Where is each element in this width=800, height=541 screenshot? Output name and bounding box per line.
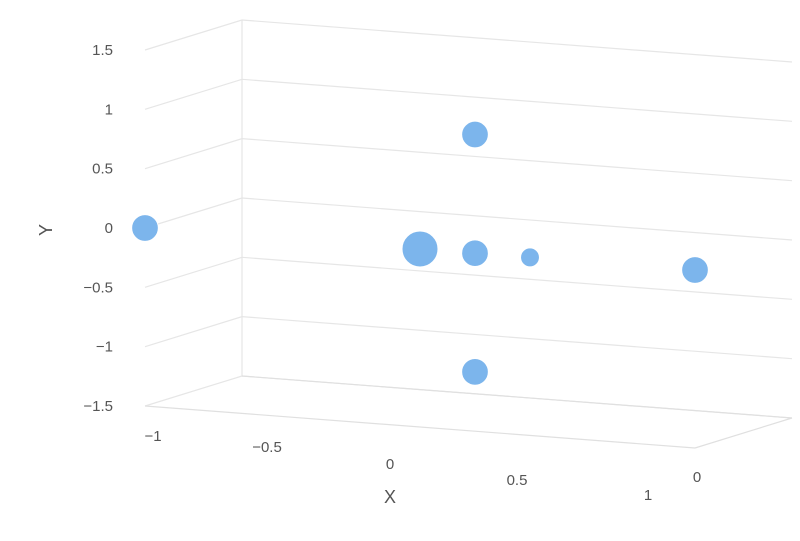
- bubble-point[interactable]: [131, 214, 159, 242]
- bubble-point[interactable]: [681, 256, 709, 284]
- y-tick-label: 0.5: [92, 161, 113, 178]
- x-axis-title: X: [384, 487, 396, 507]
- bubble-point[interactable]: [461, 239, 489, 268]
- z-tick-label: 0: [693, 469, 701, 486]
- x-tick-label: −1: [144, 428, 161, 445]
- bubble-point[interactable]: [401, 230, 439, 268]
- y-tick-label: 1.5: [92, 42, 113, 59]
- data-points: [131, 120, 709, 386]
- y-tick-label: −0.5: [83, 279, 113, 296]
- bubble-point[interactable]: [461, 358, 489, 386]
- x-tick-label: 1: [644, 487, 652, 504]
- y-tick-label: 1: [105, 101, 113, 118]
- bubble-point[interactable]: [461, 120, 489, 149]
- y-tick-label: −1: [96, 339, 113, 356]
- x-tick-label: 0: [386, 456, 394, 473]
- x-tick-label: 0.5: [507, 472, 528, 489]
- bubble-point[interactable]: [520, 247, 540, 268]
- axes: [144, 20, 793, 449]
- y-tick-label: 0: [105, 220, 113, 237]
- x-axis-line: [144, 405, 696, 449]
- tick-labels: 1.5 1 0.5 0 −0.5 −1 −1.5 −1 −0.5 0 0.5 1 0: [83, 42, 701, 504]
- x-tick-label: −0.5: [252, 439, 282, 456]
- floor-back-line: [241, 375, 793, 419]
- floor-right-edge: [694, 417, 793, 449]
- y-tick-label: −1.5: [83, 398, 113, 415]
- y-axis-title: Y: [36, 224, 56, 236]
